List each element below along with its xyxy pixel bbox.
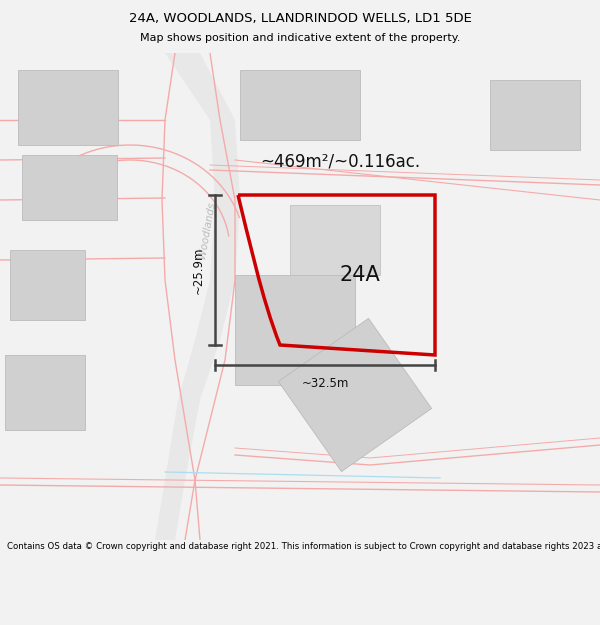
- Bar: [10, 250, 85, 320]
- Text: Map shows position and indicative extent of the property.: Map shows position and indicative extent…: [140, 34, 460, 44]
- Bar: [240, 70, 360, 140]
- Text: Contains OS data © Crown copyright and database right 2021. This information is : Contains OS data © Crown copyright and d…: [7, 542, 600, 551]
- Text: Woodlands: Woodlands: [197, 201, 217, 259]
- Text: 24A: 24A: [340, 265, 380, 285]
- Bar: [5, 355, 85, 430]
- Polygon shape: [278, 318, 431, 472]
- Bar: [18, 70, 118, 145]
- Polygon shape: [155, 53, 240, 540]
- Bar: [290, 205, 380, 275]
- Text: 24A, WOODLANDS, LLANDRINDOD WELLS, LD1 5DE: 24A, WOODLANDS, LLANDRINDOD WELLS, LD1 5…: [128, 12, 472, 24]
- Text: ~32.5m: ~32.5m: [301, 377, 349, 390]
- Bar: [22, 155, 117, 220]
- Bar: [490, 80, 580, 150]
- Bar: [235, 275, 355, 385]
- Text: ~469m²/~0.116ac.: ~469m²/~0.116ac.: [260, 152, 420, 170]
- Text: ~25.9m: ~25.9m: [192, 246, 205, 294]
